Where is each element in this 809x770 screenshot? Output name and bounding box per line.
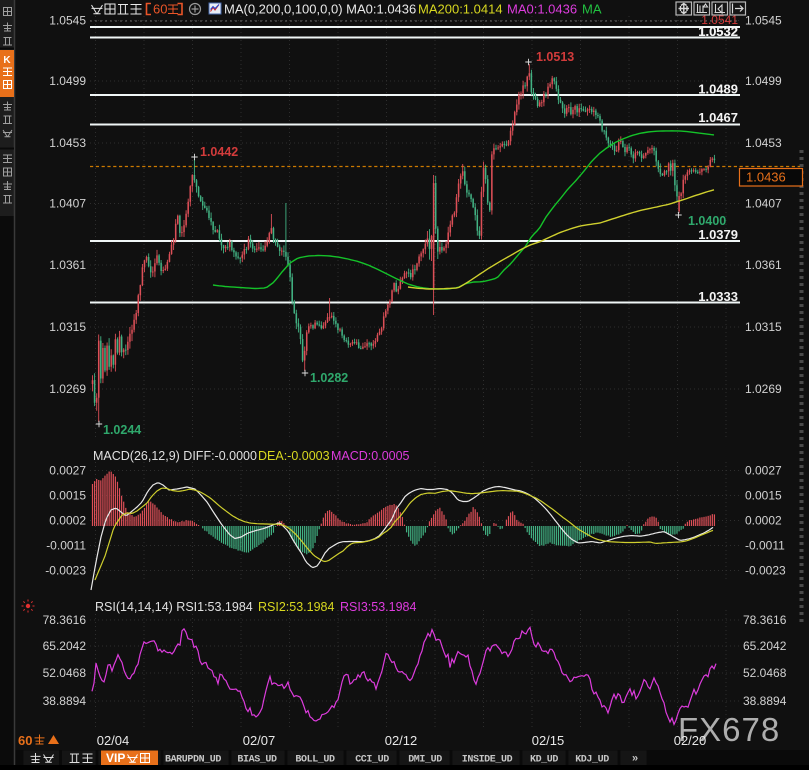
svg-text:1.0244: 1.0244 [103,423,141,437]
svg-text:65.2042: 65.2042 [43,639,87,653]
svg-text:MACD:0.0005: MACD:0.0005 [331,449,410,463]
svg-text:1.0269: 1.0269 [49,382,86,396]
svg-text:MACD(26,12,9) DIFF:-0.0000: MACD(26,12,9) DIFF:-0.0000 [93,449,257,463]
svg-text:-0.0023: -0.0023 [745,564,786,578]
svg-text:78.3616: 78.3616 [43,613,87,627]
svg-text:1.0545: 1.0545 [49,14,86,28]
svg-text:0.0015: 0.0015 [745,489,782,503]
svg-text:RSI2:53.1984: RSI2:53.1984 [258,600,334,614]
svg-text:1.0513: 1.0513 [536,50,574,64]
svg-text:78.3616: 78.3616 [743,613,787,627]
svg-text:02/20: 02/20 [674,733,707,748]
svg-text:60: 60 [18,733,32,748]
svg-text:VIP: VIP [106,751,125,765]
svg-text:1.0333: 1.0333 [698,289,738,304]
svg-text:52.0468: 52.0468 [43,666,87,680]
svg-text:0.0015: 0.0015 [49,489,86,503]
svg-text:-0.0011: -0.0011 [46,539,86,553]
svg-text:1.0282: 1.0282 [310,371,348,385]
svg-text:1.0453: 1.0453 [745,136,782,150]
svg-text:1.0489: 1.0489 [698,82,738,97]
svg-text:BOLL_UD: BOLL_UD [295,755,335,766]
svg-text:FX678: FX678 [678,711,780,748]
svg-text:1.0467: 1.0467 [698,110,738,125]
svg-text:CCI_UD: CCI_UD [355,755,389,766]
svg-text:1.0361: 1.0361 [745,258,782,272]
svg-text:BIAS_UD: BIAS_UD [237,755,277,766]
svg-text:0.0002: 0.0002 [745,514,782,528]
svg-text:52.0468: 52.0468 [743,666,787,680]
svg-text:MA(0,200,0,100,0,0) MA0:1.0436: MA(0,200,0,100,0,0) MA0:1.0436 [224,2,416,17]
svg-text:1.0315: 1.0315 [49,320,86,334]
svg-text:0.0027: 0.0027 [49,464,86,478]
svg-text:BARUPDN_UD: BARUPDN_UD [165,755,221,766]
svg-text:KD_UD: KD_UD [530,755,558,766]
svg-text:1.0499: 1.0499 [745,74,782,88]
svg-text:RSI(14,14,14) RSI1:53.1984: RSI(14,14,14) RSI1:53.1984 [95,600,253,614]
svg-text:INSIDE_UD: INSIDE_UD [462,755,513,766]
svg-text:MA: MA [582,2,602,17]
svg-text:-0.0011: -0.0011 [745,539,785,553]
svg-text:»: » [632,753,638,765]
svg-text:38.8894: 38.8894 [743,694,787,708]
svg-text:1.0436: 1.0436 [746,170,786,185]
svg-text:K: K [3,55,11,66]
svg-text:1.0499: 1.0499 [49,74,86,88]
svg-text:1.0379: 1.0379 [698,227,738,242]
svg-text:1.0269: 1.0269 [745,382,782,396]
svg-text:1.0453: 1.0453 [49,136,86,150]
svg-text:RSI3:53.1984: RSI3:53.1984 [340,600,416,614]
svg-text:0.0027: 0.0027 [745,464,782,478]
svg-text:1.0361: 1.0361 [49,258,86,272]
svg-text:1.0442: 1.0442 [200,145,238,159]
svg-text:MA200:1.0414: MA200:1.0414 [418,2,503,17]
svg-text:0.0002: 0.0002 [49,514,86,528]
svg-text:DMI_UD: DMI_UD [408,755,442,766]
svg-text:1.0407: 1.0407 [745,197,782,211]
svg-text:1.0532: 1.0532 [698,24,738,39]
svg-text:1.0400: 1.0400 [688,214,726,228]
svg-text:KDJ_UD: KDJ_UD [575,755,609,766]
svg-text:02/07: 02/07 [243,733,276,748]
svg-text:60: 60 [153,2,167,17]
svg-text:1.0532: 1.0532 [698,24,738,39]
svg-text:MA0:1.0436: MA0:1.0436 [507,2,577,17]
svg-text:02/04: 02/04 [97,733,130,748]
svg-text:-0.0023: -0.0023 [45,564,86,578]
svg-text:02/15: 02/15 [532,733,565,748]
svg-text:02/12: 02/12 [385,733,418,748]
svg-text:DEA:-0.0003: DEA:-0.0003 [258,449,330,463]
svg-text:1.0541: 1.0541 [701,13,738,27]
svg-text:65.2042: 65.2042 [743,639,787,653]
svg-text:38.8894: 38.8894 [43,694,87,708]
svg-text:1.0315: 1.0315 [745,320,782,334]
svg-text:1.0407: 1.0407 [49,197,86,211]
svg-text:1.0545: 1.0545 [745,14,782,28]
